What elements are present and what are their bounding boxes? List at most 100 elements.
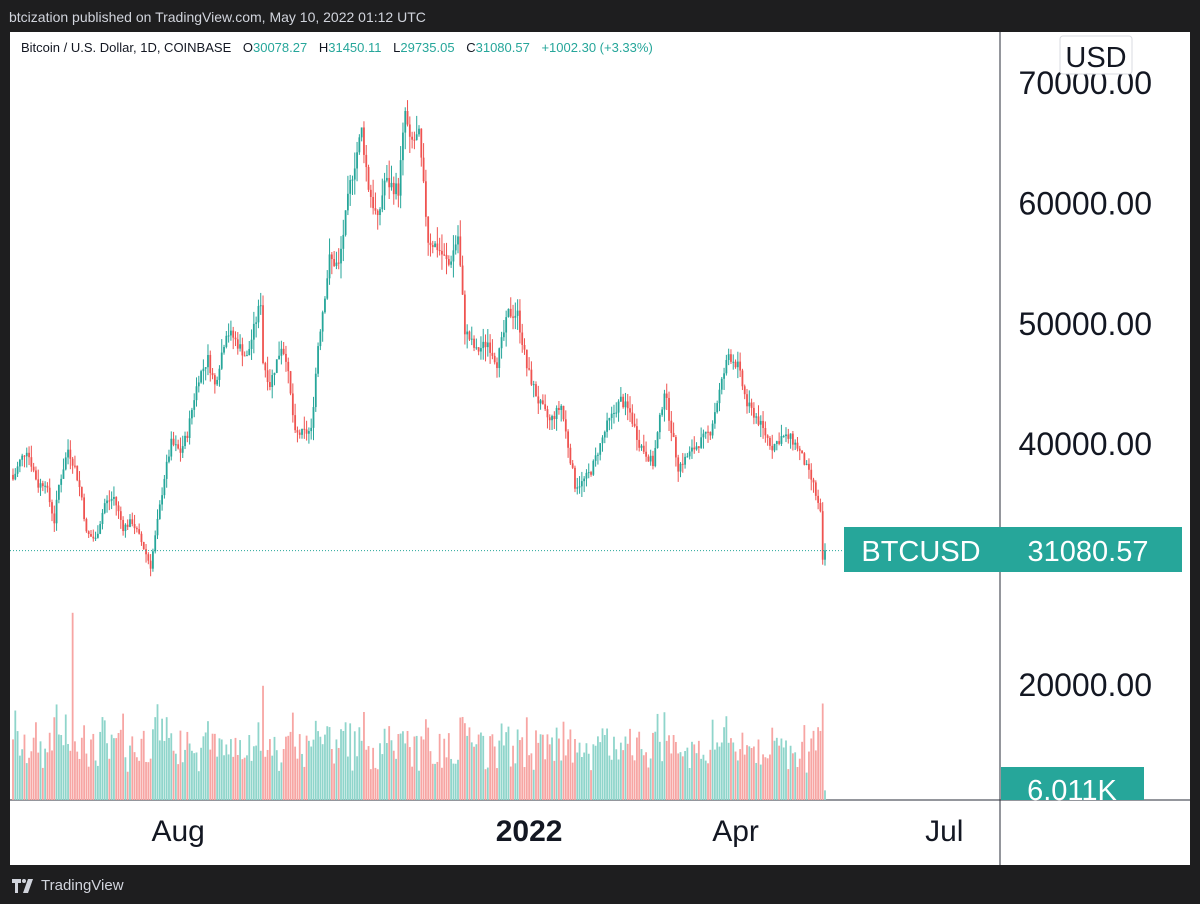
candle-body [37, 479, 40, 488]
candle-body [576, 487, 579, 489]
volume-bar [335, 739, 338, 800]
volume-bar [521, 737, 524, 800]
volume-bar [610, 759, 613, 800]
volume-bar [252, 746, 255, 800]
volume-bar [523, 767, 526, 800]
volume-bar [264, 756, 267, 800]
close-value: 31080.57 [475, 40, 530, 55]
volume-bar [406, 730, 409, 800]
candle-body [133, 524, 136, 529]
candle-body [525, 349, 528, 369]
volume-bar [246, 755, 248, 800]
volume-bar [626, 743, 629, 800]
volume-bar [629, 728, 631, 800]
volume-bar [340, 729, 342, 800]
chart-area[interactable]: 70000.00 60000.00 50000.00 40000.00 20000.00… [10, 32, 1190, 865]
volume-bar [707, 763, 709, 800]
volume-bar [732, 742, 735, 800]
volume-bar [431, 763, 434, 800]
volume-bar [243, 757, 246, 800]
volume-bar [576, 752, 579, 800]
currency-label: USD [1065, 42, 1126, 74]
volume-bar [590, 770, 592, 800]
candle-body [622, 396, 625, 408]
volume-bar [383, 728, 386, 800]
volume-bar [411, 766, 414, 800]
volume-bar [750, 748, 753, 800]
volume-bar [661, 761, 664, 800]
volume-bar [165, 717, 168, 800]
volume-bar [227, 754, 230, 800]
volume-bar [275, 750, 278, 800]
candle-body [562, 405, 565, 420]
volume-bar [415, 735, 418, 800]
candle-body [184, 435, 186, 447]
candle-body [436, 243, 439, 251]
candle-body [44, 485, 47, 487]
candlestick-chart[interactable]: 70000.0060000.0050000.0040000.0020000.00… [10, 32, 1190, 865]
candle-body [775, 441, 778, 444]
candle-body [718, 389, 721, 404]
volume-bar [209, 749, 212, 800]
x-tick-label: 2022 [496, 815, 563, 848]
volume-bar [730, 738, 732, 800]
candle-body [608, 417, 611, 421]
candle-body [507, 308, 510, 318]
candle-body [684, 456, 686, 465]
candle-body [707, 431, 709, 433]
volume-bar [349, 723, 352, 800]
volume-bar [142, 730, 145, 800]
volume-bar [170, 733, 173, 800]
candle-body [165, 461, 168, 479]
candle-body [640, 445, 643, 448]
x-tick-label: Aug [151, 815, 204, 848]
volume-bar [633, 760, 636, 800]
volume-bar [463, 723, 466, 800]
candle-body [691, 447, 693, 452]
volume-bar [791, 753, 794, 800]
volume-label-value: 6.011K [1027, 775, 1117, 807]
candle-body [90, 534, 92, 537]
volume-bar [782, 747, 785, 800]
candle-body [383, 180, 386, 196]
volume-bar [248, 735, 251, 800]
candle-body [262, 305, 264, 364]
candle-body [223, 346, 225, 353]
volume-bar [713, 749, 716, 800]
volume-bar [454, 763, 457, 800]
volume-bar [287, 735, 290, 800]
candle-body [771, 445, 774, 451]
volume-bar [704, 760, 707, 800]
candle-body [314, 373, 317, 408]
volume-bar [525, 717, 528, 800]
volume-bar [298, 734, 301, 800]
tradingview-brand[interactable]: TradingView [12, 877, 124, 894]
volume-bar [539, 734, 542, 800]
volume-bar [99, 731, 102, 800]
candle-body [83, 497, 86, 520]
volume-bar [156, 704, 159, 800]
candle-body [759, 420, 762, 425]
volume-bar [636, 737, 638, 800]
candle-body [413, 139, 416, 141]
volume-bar [447, 733, 450, 800]
change-value: +1002.30 (+3.33%) [541, 40, 653, 55]
candle-body [74, 465, 76, 467]
candle-body [154, 535, 157, 552]
candle-body [259, 305, 262, 307]
volume-bar [424, 719, 427, 800]
candle-body [480, 348, 482, 352]
candle-body [388, 177, 391, 188]
volume-bar [241, 759, 244, 800]
volume-bar [57, 734, 60, 800]
volume-bar [14, 710, 17, 800]
candle-body [51, 502, 53, 514]
candle-body [14, 473, 17, 480]
candle-body [312, 407, 315, 428]
candle-body [500, 337, 503, 349]
volume-bar [195, 752, 198, 800]
volume-bar [392, 750, 395, 800]
volume-bar [21, 749, 24, 800]
candle-body [381, 195, 384, 210]
candle-body [512, 316, 514, 318]
